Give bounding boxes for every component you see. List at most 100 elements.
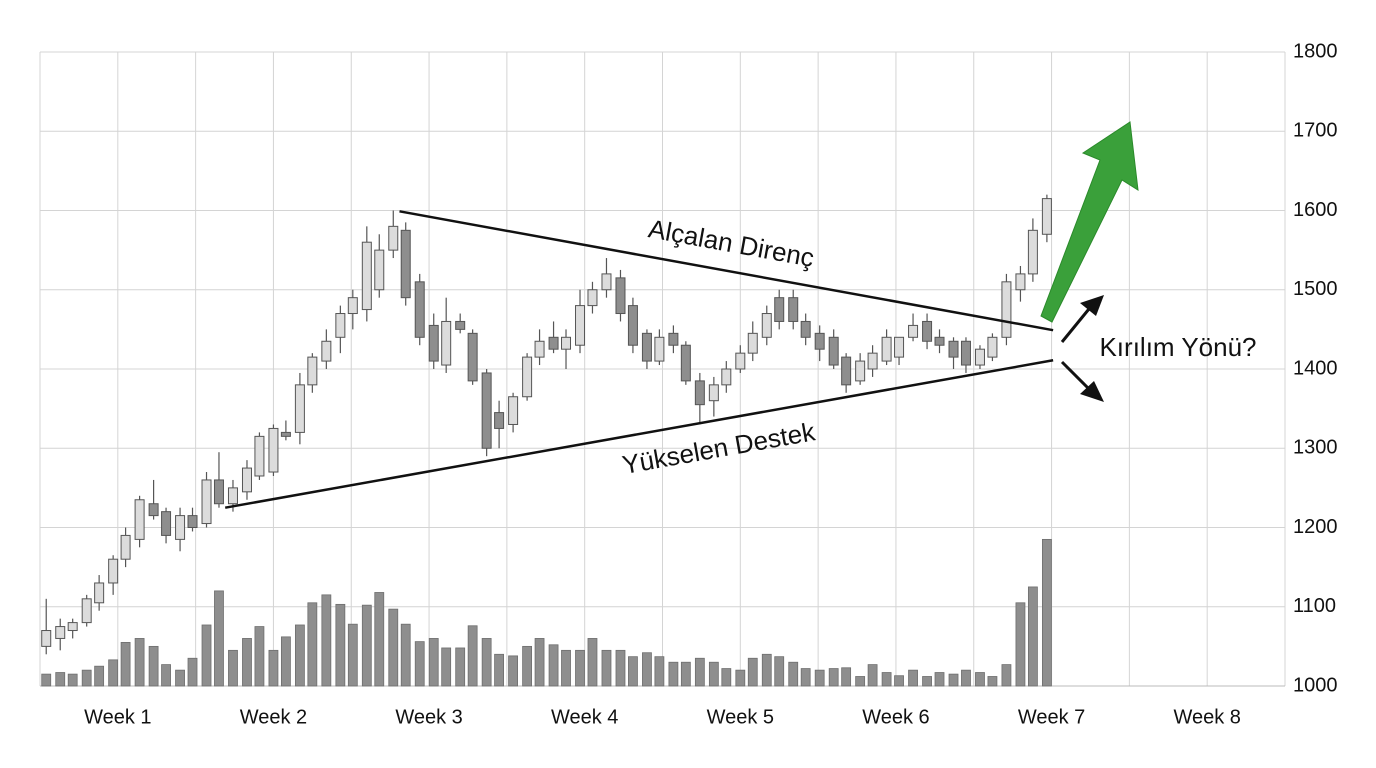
candle-body [374,249,385,291]
volume-bar [615,649,626,687]
volume-bar [335,603,346,687]
y-tick-label: 1400 [1293,357,1338,379]
y-tick-label: 1700 [1293,120,1338,142]
candle-body [654,336,665,362]
candle-body [307,356,318,386]
volume-bar [294,624,305,687]
candle-body [161,511,172,536]
y-tick-label: 1200 [1293,516,1338,538]
candle-body [814,332,825,350]
candle-body [708,384,719,402]
volume-bar [975,672,985,687]
volume-bar [508,655,519,687]
candle-body [1027,229,1038,275]
candle-body [1041,198,1052,235]
candle-body [828,336,839,366]
volume-bar [494,653,504,687]
volume-bar [201,624,212,687]
candle-body [213,479,224,505]
volume-bar [894,675,904,687]
marks [41,194,1054,687]
arrow-down-shaft [1060,360,1094,394]
direction-arrows [1060,295,1104,402]
candle-body [254,435,265,477]
volume-bar [1027,586,1038,687]
candle-body [55,626,66,639]
volume-bar [908,669,918,687]
volume-bar [934,672,945,687]
volume-bar [134,638,145,687]
volume-bar [654,656,665,687]
volume-bar [828,668,839,687]
volume-bar [1015,602,1026,687]
candle-body [948,340,959,358]
breakout-arrow-up [1040,121,1139,323]
volume-bar [628,656,638,687]
candle-body [788,297,799,322]
volume-bar [561,649,571,687]
grid [39,51,1286,687]
candle-body [548,336,559,350]
candle-body [67,622,78,632]
x-tick-label: Week 7 [1018,706,1085,728]
trend-line [399,210,1054,332]
volume-bar [481,638,492,687]
candle-body [894,336,905,358]
candle-body [467,332,478,382]
volume-bar [400,623,411,687]
candle-body [361,241,372,311]
volume-bar [1001,664,1012,687]
candle-body [721,368,732,386]
volume-bar [548,644,559,687]
x-tick-label: Week 6 [862,706,929,728]
volume-bar [374,592,385,687]
volume-bar [214,590,224,687]
candle-body [414,281,425,338]
candle-body [494,412,505,429]
volume-bar [321,594,332,687]
volume-bar [55,672,66,687]
volume-bar [161,664,171,687]
y-tick-label: 1300 [1293,437,1338,459]
candle-body [187,515,198,528]
candle-body [587,289,598,307]
candle-body [241,467,252,493]
volume-bar [587,638,598,687]
volume-bar [67,673,78,687]
volume-bar [668,661,679,687]
candle-body [934,336,945,346]
candle-body [627,305,638,346]
candle-body [908,324,919,338]
volume-bar [1041,538,1052,687]
x-tick-label: Week 5 [707,706,774,728]
candle-body [522,356,533,398]
volume-bar [441,647,452,687]
volume-bar [148,645,159,687]
volume-bar [841,667,852,687]
volume-bar [108,659,119,687]
volume-bar [881,672,892,687]
volume-bar [735,669,746,687]
volume-bar [361,604,372,687]
candle-body [428,324,439,362]
volume-bar [455,647,466,687]
volume-bar [708,661,719,687]
candle-body [1001,281,1012,338]
volume-bar [774,656,785,687]
volume-bar [680,661,691,687]
candle-body [294,384,305,433]
candle-body [41,630,52,647]
candle-body [694,380,705,406]
candle-body [855,360,866,382]
volume-bar [855,676,866,687]
candle-body [575,305,586,346]
candle-body [774,297,785,322]
candle-body [81,598,92,624]
candle-body [388,225,399,251]
candle-body [347,297,358,315]
candle-body [668,332,679,346]
arrow-up-shaft [1060,303,1095,343]
candle-body [441,320,452,366]
